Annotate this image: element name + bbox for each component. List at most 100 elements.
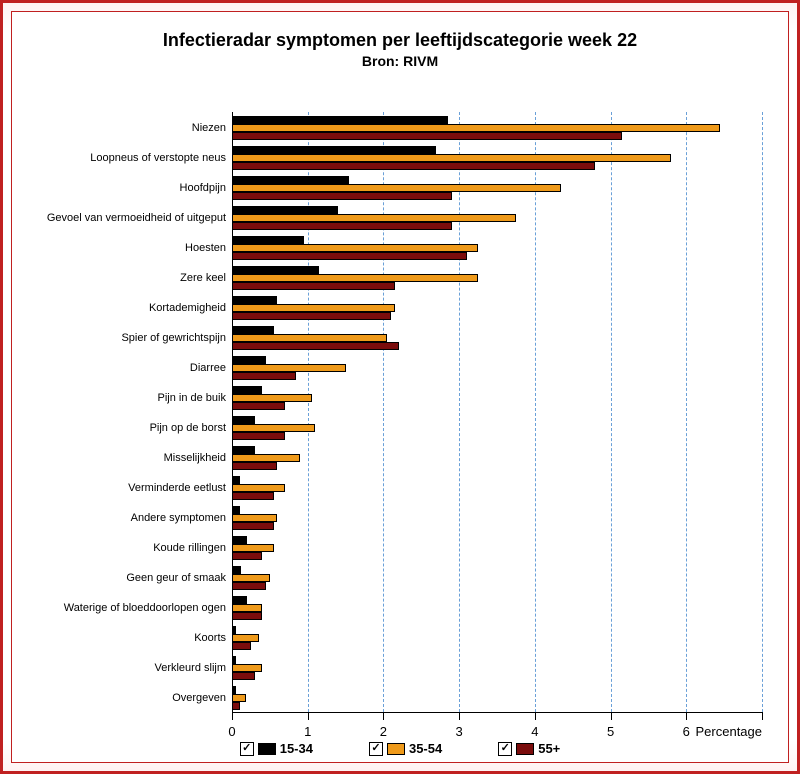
- x-tick-label: 2: [380, 712, 387, 739]
- bar: [232, 124, 720, 132]
- x-tick-label: 3: [456, 712, 463, 739]
- bar: [232, 364, 346, 372]
- category-label: Loopneus of verstopte neus: [90, 152, 232, 164]
- category-label: Hoesten: [185, 242, 232, 254]
- category-label: Pijn op de borst: [150, 422, 232, 434]
- bar: [232, 266, 319, 274]
- bar: [232, 146, 436, 154]
- bar: [232, 604, 262, 612]
- bar: [232, 484, 285, 492]
- legend-item: ✓ 55+: [498, 741, 560, 756]
- bar: [232, 552, 262, 560]
- bar: [232, 162, 595, 170]
- bar: [232, 214, 516, 222]
- chart-inner-frame: Infectieradar symptomen per leeftijdscat…: [11, 11, 789, 763]
- category-label: Niezen: [192, 122, 232, 134]
- legend-checkbox-icon: ✓: [369, 742, 383, 756]
- category-label: Gevoel van vermoeidheid of uitgeput: [47, 212, 232, 224]
- bar: [232, 642, 251, 650]
- bar: [232, 274, 478, 282]
- category-label: Diarree: [190, 362, 232, 374]
- bar: [232, 326, 274, 334]
- bar: [232, 582, 266, 590]
- bar: [232, 522, 274, 530]
- bar: [232, 634, 259, 642]
- x-tick-mark: [762, 712, 763, 720]
- category-label: Verminderde eetlust: [128, 482, 232, 494]
- x-axis-line: [232, 712, 762, 713]
- category-label: Koorts: [194, 632, 232, 644]
- legend: ✓ 15-34✓ 35-54✓ 55+: [12, 739, 788, 756]
- x-tick-label: 4: [531, 712, 538, 739]
- bar: [232, 432, 285, 440]
- gridline: [611, 112, 612, 712]
- category-label: Andere symptomen: [131, 512, 232, 524]
- plot-area: 0123456PercentageNiezenLoopneus of verst…: [232, 112, 762, 712]
- bar: [232, 176, 349, 184]
- chart-subtitle: Bron: RIVM: [12, 53, 788, 69]
- bar: [232, 672, 255, 680]
- bar: [232, 476, 240, 484]
- legend-item: ✓ 15-34: [240, 741, 313, 756]
- bar: [232, 612, 262, 620]
- gridline: [686, 112, 687, 712]
- bar: [232, 132, 622, 140]
- bar: [232, 694, 246, 702]
- bar: [232, 206, 338, 214]
- category-label: Overgeven: [172, 692, 232, 704]
- bar: [232, 416, 255, 424]
- legend-label: 55+: [538, 741, 560, 756]
- bar: [232, 626, 236, 634]
- bar: [232, 312, 391, 320]
- legend-label: 35-54: [409, 741, 442, 756]
- legend-checkbox-icon: ✓: [240, 742, 254, 756]
- bar: [232, 252, 467, 260]
- category-label: Hoofdpijn: [180, 182, 232, 194]
- bar: [232, 236, 304, 244]
- chart-outer-frame: Infectieradar symptomen per leeftijdscat…: [0, 0, 800, 774]
- bar: [232, 222, 452, 230]
- bar: [232, 304, 395, 312]
- bar: [232, 296, 277, 304]
- category-label: Verkleurd slijm: [154, 662, 232, 674]
- legend-label: 15-34: [280, 741, 313, 756]
- x-axis-label: Percentage: [696, 712, 763, 739]
- bar: [232, 492, 274, 500]
- bar: [232, 394, 312, 402]
- bar: [232, 424, 315, 432]
- legend-checkbox-icon: ✓: [498, 742, 512, 756]
- bar: [232, 544, 274, 552]
- gridline: [535, 112, 536, 712]
- bar: [232, 574, 270, 582]
- bar: [232, 282, 395, 290]
- gridline: [762, 112, 763, 712]
- bar: [232, 506, 240, 514]
- bar: [232, 686, 236, 694]
- x-tick-label: 0: [228, 712, 235, 739]
- y-axis-line: [232, 112, 233, 712]
- bar: [232, 702, 240, 710]
- legend-swatch: [258, 743, 276, 755]
- bar: [232, 664, 262, 672]
- bar: [232, 462, 277, 470]
- category-label: Geen geur of smaak: [126, 572, 232, 584]
- category-label: Spier of gewrichtspijn: [121, 332, 232, 344]
- category-label: Misselijkheid: [164, 452, 232, 464]
- gridline: [308, 112, 309, 712]
- bar: [232, 342, 399, 350]
- category-label: Waterige of bloeddoorlopen ogen: [64, 602, 232, 614]
- bar: [232, 536, 247, 544]
- category-label: Pijn in de buik: [158, 392, 233, 404]
- bar: [232, 596, 247, 604]
- bar: [232, 656, 236, 664]
- bar: [232, 184, 561, 192]
- bar: [232, 334, 387, 342]
- legend-item: ✓ 35-54: [369, 741, 442, 756]
- bar: [232, 402, 285, 410]
- legend-swatch: [516, 743, 534, 755]
- gridline: [383, 112, 384, 712]
- legend-swatch: [387, 743, 405, 755]
- bar: [232, 372, 296, 380]
- x-tick-label: 6: [683, 712, 690, 739]
- chart-title: Infectieradar symptomen per leeftijdscat…: [12, 30, 788, 51]
